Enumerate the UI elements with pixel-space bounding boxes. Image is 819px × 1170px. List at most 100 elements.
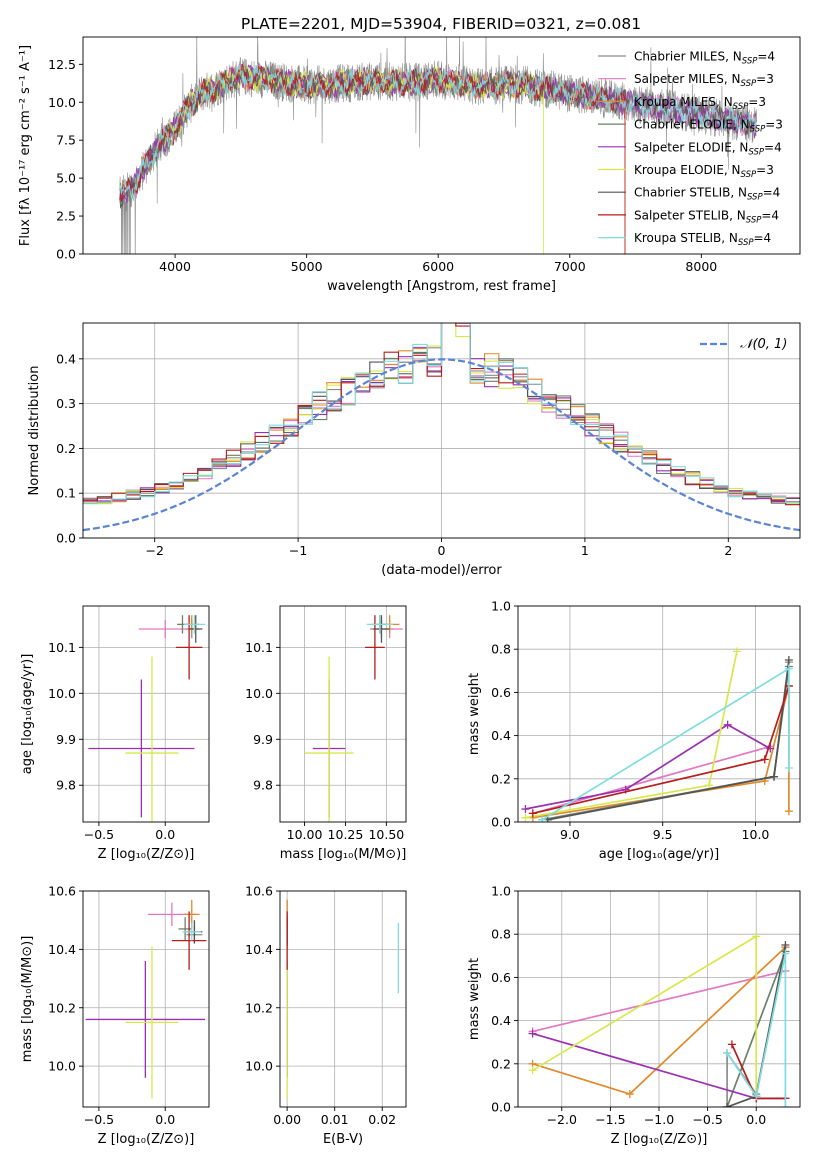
y-tick-label: 7.5 bbox=[56, 133, 76, 148]
plot-area bbox=[85, 899, 207, 1099]
x-tick-label: −1 bbox=[289, 543, 307, 558]
legend-sub: SSP bbox=[733, 102, 749, 112]
series-marker-6 bbox=[723, 1103, 732, 1107]
y-tick-label: 0.2 bbox=[56, 441, 76, 456]
legend-model-name: Salpeter ELODIE, bbox=[634, 140, 739, 154]
y-axis-label: age [log₁₀(age/yr)] bbox=[20, 654, 35, 775]
x-tick-label: 5000 bbox=[291, 259, 323, 274]
age-vs-z-panel: −0.5 0.0 9.8 9.9 10.0 10.1 Z [log₁₀(Z/Z⊙)] age … bbox=[20, 605, 210, 862]
y-tick-label: 10.0 bbox=[48, 1059, 76, 1074]
y-axis-label: Flux [fλ 10⁻¹⁷ erg cm⁻² s⁻¹ A⁻¹] bbox=[18, 45, 33, 246]
legend-entry-0: Chabrier MILES, NSSP=4 bbox=[634, 50, 775, 67]
series-marker-5 bbox=[521, 813, 530, 822]
legend-model-name: Kroupa ELODIE, bbox=[634, 163, 732, 177]
y-tick-label: 9.9 bbox=[253, 732, 273, 747]
y-tick-label: 0.8 bbox=[491, 927, 511, 942]
y-tick-label: 0.3 bbox=[56, 396, 76, 411]
series-marker-7 bbox=[760, 755, 769, 764]
series-marker-8 bbox=[538, 815, 547, 822]
x-tick-label: 10.0 bbox=[742, 827, 770, 842]
y-tick-label: 10.6 bbox=[48, 884, 76, 899]
mass-vs-z-panel: −0.5 0.0 10.0 10.2 10.4 10.6 Z [log₁₀(Z/Z⊙)] ma… bbox=[20, 884, 210, 1147]
legend-model-name: Salpeter STELIB, bbox=[634, 208, 737, 222]
series-marker-2 bbox=[625, 1090, 634, 1099]
legend-n: N bbox=[729, 231, 738, 245]
spectrum-panel: 4000 5000 6000 7000 8000 0.0 2.5 5.0 7.5 10.0 12.5… bbox=[18, 36, 801, 294]
y-tick-label: 2.5 bbox=[56, 209, 76, 224]
axes-frame bbox=[82, 36, 801, 255]
x-tick-label: 4000 bbox=[159, 259, 191, 274]
y-tick-label: 0.4 bbox=[491, 1013, 511, 1028]
axes-frame bbox=[517, 605, 801, 823]
x-tick-label: −2 bbox=[145, 543, 163, 558]
legend-entry-2: Kroupa MILES, NSSP=3 bbox=[634, 95, 766, 112]
x-axis-label: wavelength [Angstrom, rest frame] bbox=[327, 279, 556, 294]
mass-vs-ebv-panel: 0.00 0.01 0.02 10.0 10.2 10.4 10.6 E(B-V) bbox=[245, 884, 407, 1147]
x-tick-label: 0.00 bbox=[273, 1112, 301, 1127]
x-axis-label: age [log₁₀(age/yr)] bbox=[599, 847, 720, 862]
series-marker-8 bbox=[784, 764, 793, 772]
figure-title: PLATE=2201, MJD=53904, FIBERID=0321, z=0… bbox=[241, 15, 641, 33]
x-tick-label: −0.5 bbox=[692, 1112, 722, 1127]
x-tick-label: 10.25 bbox=[328, 827, 364, 842]
series-marker-5 bbox=[528, 1066, 537, 1075]
legend-nssp-value: =4 bbox=[754, 231, 772, 245]
series-marker-5 bbox=[705, 781, 714, 790]
legend-entry-3: Chabrier ELODIE, NSSP=3 bbox=[634, 118, 783, 135]
y-tick-label: 10.2 bbox=[245, 1000, 273, 1015]
series-marker-6 bbox=[770, 772, 779, 781]
x-axis-label: (data-model)/error bbox=[381, 563, 502, 578]
y-tick-label: 0.2 bbox=[491, 1056, 511, 1071]
y-tick-label: 1.0 bbox=[491, 884, 511, 899]
axes-frame bbox=[82, 890, 210, 1108]
legend-n: N bbox=[739, 140, 748, 154]
series-marker-6 bbox=[781, 941, 790, 949]
legend-n: N bbox=[737, 208, 746, 222]
mass-weight-vs-age-panel: 9.0 9.5 10.0 0.0 0.2 0.4 0.6 0.8 1.0 age [log₁₀(a… bbox=[467, 599, 801, 862]
x-tick-label: 0.0 bbox=[155, 827, 175, 842]
model-spectrum-8 bbox=[119, 64, 757, 201]
legend-nssp-value: =4 bbox=[764, 140, 782, 154]
series-marker-6 bbox=[784, 656, 793, 664]
plot-area bbox=[286, 899, 400, 1099]
x-tick-label: 2 bbox=[724, 543, 732, 558]
x-tick-label: 0.01 bbox=[321, 1112, 349, 1127]
y-axis-label: Normed distribution bbox=[27, 366, 42, 496]
series-marker-4 bbox=[521, 805, 530, 814]
legend-model-name: Salpeter MILES, bbox=[634, 72, 732, 86]
y-tick-label: 0.4 bbox=[56, 351, 76, 366]
legend-nssp-value: =4 bbox=[757, 50, 775, 64]
y-tick-label: 12.5 bbox=[48, 57, 76, 72]
legend-entry-1: Salpeter MILES, NSSP=3 bbox=[634, 72, 774, 89]
legend-n: N bbox=[732, 163, 741, 177]
y-tick-label: 0.2 bbox=[491, 771, 511, 786]
axes-frame bbox=[82, 322, 801, 539]
x-tick-label: 7000 bbox=[554, 259, 586, 274]
legend-n: N bbox=[724, 95, 733, 109]
normal-curve bbox=[83, 358, 800, 532]
plot-area bbox=[119, 37, 757, 254]
x-tick-label: 0 bbox=[438, 543, 446, 558]
y-tick-label: 0.6 bbox=[491, 970, 511, 985]
x-tick-label: −1.0 bbox=[644, 1112, 674, 1127]
y-tick-label: 0.6 bbox=[491, 685, 511, 700]
legend-n: N bbox=[741, 118, 750, 132]
x-tick-label: −2.0 bbox=[547, 1112, 577, 1127]
x-axis-label: Z [log₁₀(Z/Z⊙)] bbox=[98, 1132, 195, 1147]
y-axis-label: mass weight bbox=[467, 673, 482, 755]
plot-area bbox=[83, 323, 800, 532]
x-axis-label: E(B-V) bbox=[323, 1132, 363, 1147]
legend-normal-label: 𝒩(0, 1) bbox=[740, 337, 787, 352]
series-marker-5 bbox=[752, 932, 761, 941]
legend-sub: SSP bbox=[750, 125, 766, 135]
y-tick-label: 0.0 bbox=[56, 247, 76, 262]
y-tick-label: 10.0 bbox=[48, 686, 76, 701]
x-tick-label: 0.0 bbox=[746, 1112, 766, 1127]
legend-entry-8: Kroupa STELIB, NSSP=4 bbox=[634, 231, 771, 248]
x-tick-label: 0.02 bbox=[368, 1112, 396, 1127]
y-tick-label: 0.1 bbox=[56, 486, 76, 501]
legend-model-name: Chabrier MILES, bbox=[634, 50, 733, 64]
series-line-8 bbox=[726, 953, 787, 1107]
y-tick-label: 0.8 bbox=[491, 642, 511, 657]
y-tick-label: 9.8 bbox=[56, 778, 76, 793]
